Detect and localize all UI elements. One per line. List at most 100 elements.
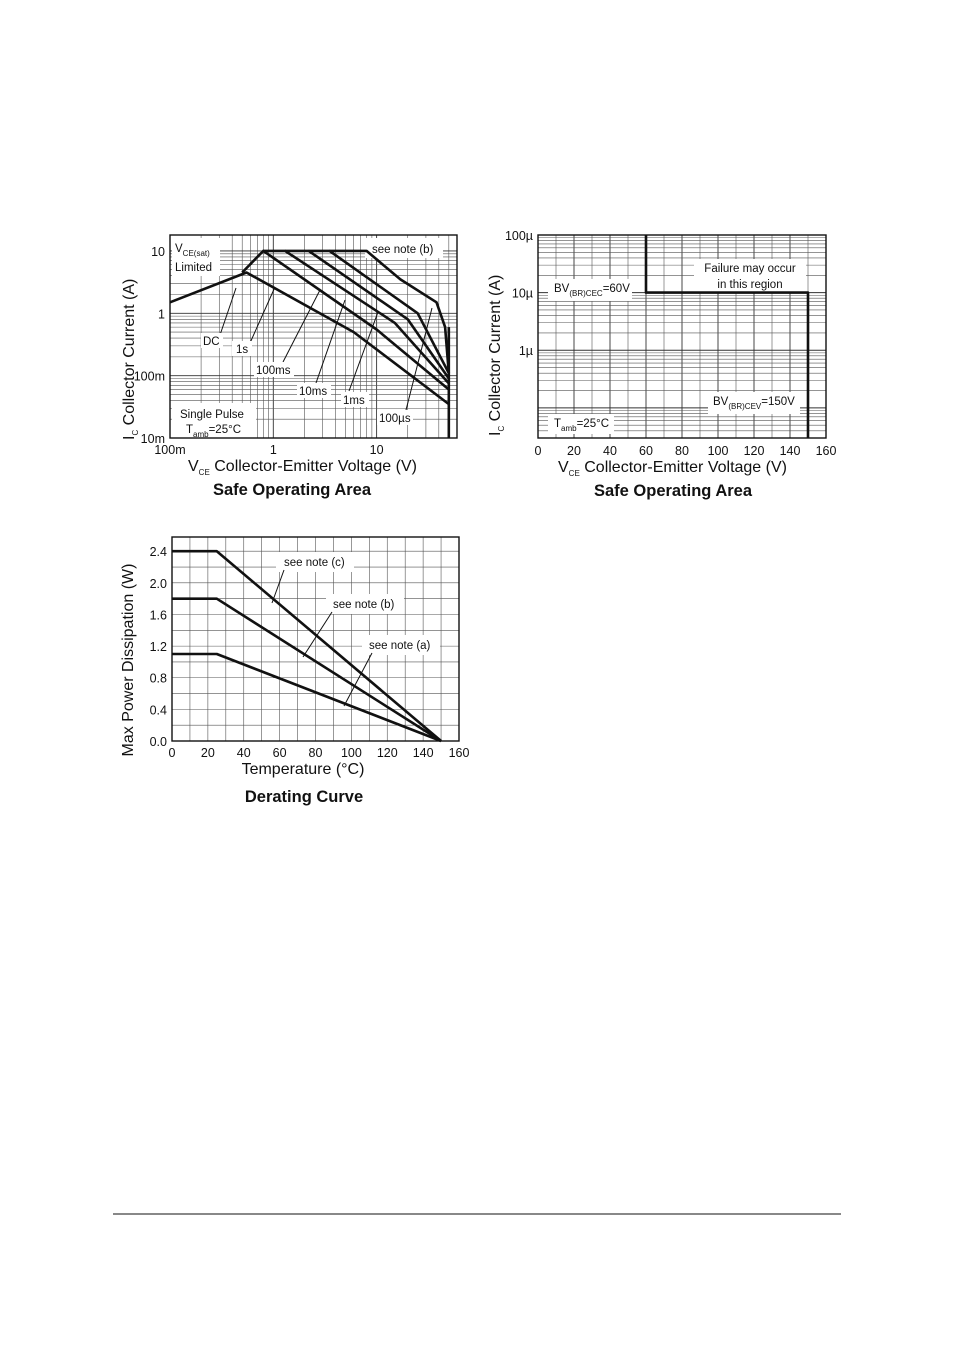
soa1-caption: Safe Operating Area bbox=[213, 481, 372, 499]
soa1-leader-5 bbox=[405, 307, 433, 411]
derating-xtick-100: 100 bbox=[341, 746, 362, 760]
soa2-ytick-100µ: 100µ bbox=[505, 229, 533, 243]
soa1-ytick-1: 1 bbox=[158, 307, 165, 321]
soa1-xlabel: VCE Collector-Emitter Voltage (V) bbox=[188, 458, 417, 477]
soa1-ylabel: IC Collector Current (A) bbox=[121, 279, 140, 440]
soa2-tamb-label: Tamb=25°C bbox=[554, 418, 609, 433]
soa2-bvcec-label: BV(BR)CEC=60V bbox=[554, 283, 630, 298]
derating-note-label-2: see note (a) bbox=[369, 640, 431, 652]
derating-xtick-60: 60 bbox=[273, 746, 287, 760]
derating-note-label-1: see note (b) bbox=[333, 599, 395, 611]
derating-ytick-0.8: 0.8 bbox=[150, 672, 167, 686]
derating-note-label-0: see note (c) bbox=[284, 557, 345, 569]
soa1-label-1ms: 1ms bbox=[343, 395, 365, 407]
soa1-tamb-label: Tamb=25°C bbox=[186, 424, 241, 439]
soa1-vcesat-label: VCE(sat) bbox=[175, 243, 210, 258]
soa1-leader-1 bbox=[249, 286, 276, 344]
derating-note-box-2 bbox=[362, 635, 440, 655]
soa2-ytick-1µ: 1µ bbox=[519, 344, 533, 358]
soa2-xtick-140: 140 bbox=[780, 444, 801, 458]
soa1-leader-2 bbox=[282, 289, 321, 363]
soa2-failure-line2: in this region bbox=[717, 279, 782, 291]
derating-series bbox=[172, 549, 442, 743]
soa1-curve-1ms bbox=[308, 249, 450, 374]
soa1-note-box bbox=[365, 238, 443, 258]
soa1-label-10ms: 10ms bbox=[299, 386, 327, 398]
soa1-label-100µs: 100µs bbox=[379, 413, 411, 425]
derating-leader-0 bbox=[271, 569, 285, 604]
soa1-xtick-10: 10 bbox=[370, 443, 384, 457]
soa2-xtick-120: 120 bbox=[744, 444, 765, 458]
soa1-ytick-100m: 100m bbox=[134, 370, 165, 384]
derating-note-box-1 bbox=[326, 594, 404, 614]
soa2-ytick-10µ: 10µ bbox=[512, 287, 533, 301]
derating-xtick-20: 20 bbox=[201, 746, 215, 760]
soa-log-chart: DC 1s 100ms 10ms 1ms 100µs VCE(sat) Limited see … bbox=[121, 234, 458, 499]
soa1-label-DC: DC bbox=[203, 336, 220, 348]
derating-ytick-0.4: 0.4 bbox=[150, 703, 167, 717]
soa2-frame bbox=[537, 234, 827, 439]
soa1-pulse-box bbox=[172, 403, 256, 439]
soa2-xtick-80: 80 bbox=[675, 444, 689, 458]
soa1-curve-100ms bbox=[263, 249, 450, 385]
derating-curve-see note (c) bbox=[172, 549, 442, 742]
derating-caption: Derating Curve bbox=[245, 788, 363, 806]
soa1-xtick-1: 1 bbox=[270, 443, 277, 457]
soa1-label-box-0 bbox=[201, 333, 223, 348]
derating-ytick-1.6: 1.6 bbox=[150, 608, 167, 622]
derating-xlabel: Temperature (°C) bbox=[242, 761, 365, 778]
soa1-leader-0 bbox=[219, 287, 237, 336]
soa1-label-1s: 1s bbox=[236, 344, 248, 356]
soa-linear-chart: Failure may occur in this region BV(BR)CEC… bbox=[487, 229, 836, 500]
derating-ytick-0.0: 0.0 bbox=[150, 735, 167, 749]
soa2-caption: Safe Operating Area bbox=[594, 482, 753, 500]
soa2-ylabel: IC Collector Current (A) bbox=[487, 275, 506, 436]
soa2-bvcev-box bbox=[708, 392, 800, 414]
soa2-xtick-40: 40 bbox=[603, 444, 617, 458]
derating-leader-2 bbox=[343, 652, 373, 707]
derating-ytick-1.2: 1.2 bbox=[150, 640, 167, 654]
derating-chart: see note (c) see note (b) see note (a) 0 20 4… bbox=[120, 536, 470, 806]
derating-frame bbox=[171, 536, 460, 742]
derating-xtick-160: 160 bbox=[449, 746, 470, 760]
soa1-note-label: see note (b) bbox=[372, 244, 434, 256]
soa1-label-box-5 bbox=[377, 410, 413, 425]
soa1-label-box-3 bbox=[297, 383, 331, 398]
derating-note-box-0 bbox=[276, 552, 354, 572]
soa1-label-box-2 bbox=[254, 362, 294, 377]
soa1-xtick-100m: 100m bbox=[154, 443, 185, 457]
derating-curve-see note (a) bbox=[172, 652, 442, 743]
derating-xtick-40: 40 bbox=[237, 746, 251, 760]
soa1-curve-DC bbox=[169, 271, 450, 406]
soa1-limited-label: Limited bbox=[175, 262, 212, 274]
soa1-leader-3 bbox=[315, 299, 346, 384]
soa1-curve-100µs bbox=[329, 249, 451, 374]
soa1-ytick-10m: 10m bbox=[141, 432, 165, 446]
soa1-frame bbox=[169, 234, 458, 439]
soa2-tamb-box bbox=[548, 414, 614, 434]
soa2-xtick-60: 60 bbox=[639, 444, 653, 458]
derating-curve-see note (b) bbox=[172, 597, 442, 743]
derating-xtick-0: 0 bbox=[169, 746, 176, 760]
soa1-curve-10ms bbox=[285, 249, 450, 380]
soa1-label-100ms: 100ms bbox=[256, 365, 291, 377]
soa2-xtick-160: 160 bbox=[816, 444, 837, 458]
derating-ytick-2.4: 2.4 bbox=[150, 545, 167, 559]
soa2-failure-line1: Failure may occur bbox=[704, 263, 796, 275]
soa1-pulse-label: Single Pulse bbox=[180, 409, 244, 421]
soa2-bvcev-label: BV(BR)CEV=150V bbox=[713, 396, 795, 411]
soa1-label-box-1 bbox=[232, 341, 252, 356]
soa1-leader-4 bbox=[348, 311, 379, 392]
soa2-bvcec-box bbox=[548, 279, 632, 301]
soa1-ytick-10: 10 bbox=[151, 245, 165, 259]
derating-ytick-2.0: 2.0 bbox=[150, 577, 167, 591]
derating-xtick-140: 140 bbox=[413, 746, 434, 760]
soa2-xtick-100: 100 bbox=[708, 444, 729, 458]
soa2-boundary-curve bbox=[644, 235, 810, 438]
derating-xtick-80: 80 bbox=[309, 746, 323, 760]
soa2-xtick-0: 0 bbox=[535, 444, 542, 458]
soa2-xtick-20: 20 bbox=[567, 444, 581, 458]
derating-leader-1 bbox=[302, 611, 333, 658]
derating-ylabel: Max Power Dissipation (W) bbox=[120, 564, 137, 757]
